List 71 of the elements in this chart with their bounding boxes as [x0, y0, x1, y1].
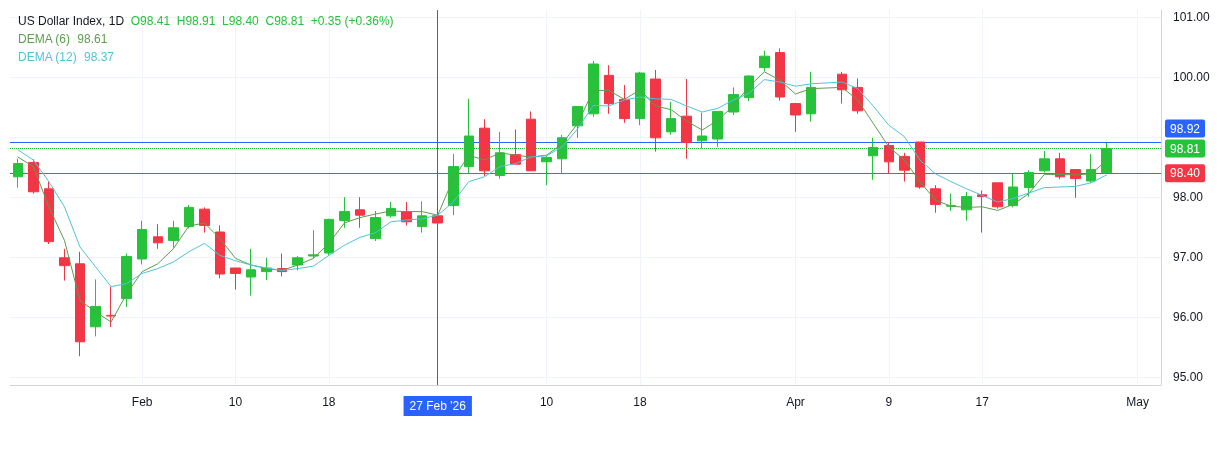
annotation: O98.41: [130, 14, 171, 28]
candlestick: [790, 103, 801, 133]
y-tick-label: 96.00: [1173, 310, 1204, 325]
candlestick: [324, 218, 334, 256]
candlestick: [526, 110, 536, 172]
line-series: [17, 79, 1108, 288]
y-tick-label: 98.00: [1173, 190, 1204, 205]
ref-line-label: 98.81: [1170, 141, 1201, 156]
candlestick: [168, 220, 179, 249]
x-tick-label: May: [1126, 395, 1149, 409]
candlestick: [1024, 169, 1034, 198]
candlestick: [681, 78, 692, 160]
x-tick-label: 10: [539, 395, 554, 409]
candlestick: [650, 69, 661, 153]
candlestick: [432, 212, 443, 225]
candlestick: [1039, 150, 1050, 174]
y-tick-label: 95.00: [1173, 370, 1204, 385]
candlestick: [604, 64, 614, 115]
y-tick-label: 97.00: [1173, 250, 1204, 265]
candlestick: [184, 204, 194, 229]
annotation: 98.37: [84, 50, 115, 64]
candlestick: [44, 181, 54, 245]
annotation: L98.40: [222, 14, 260, 28]
x-tick-label: 27 Feb '26: [409, 399, 467, 413]
candlestick: [90, 278, 101, 337]
line-series: [17, 71, 1108, 323]
ref-line-label: 98.92: [1170, 121, 1201, 136]
text: DEMA (12): [18, 50, 77, 64]
x-tick-label: 10: [228, 395, 243, 409]
candlestick: [619, 84, 630, 124]
candlestick: [541, 155, 552, 186]
candlestick: [106, 286, 116, 328]
x-tick-label: Feb: [131, 395, 153, 409]
candlestick: [588, 60, 599, 118]
x-tick-label: 9: [885, 395, 893, 409]
ref-line-label: 98.40: [1170, 166, 1201, 181]
annotation: C98.81: [265, 14, 305, 28]
x-tick-label: Apr: [786, 395, 805, 409]
candlestick: [961, 191, 972, 222]
candlestick: [666, 101, 676, 136]
annotation: +0.35 (+0.36%): [310, 14, 394, 28]
candlestick: [308, 229, 319, 259]
candlestick: [13, 158, 23, 189]
candlestick: [992, 182, 1003, 210]
candlestick: [775, 47, 785, 102]
annotation: H98.91: [176, 14, 216, 28]
annotation: 98.61: [77, 32, 108, 46]
chart-title: US Dollar Index, 1D: [18, 14, 125, 28]
candlestick: [635, 71, 645, 126]
candlestick: [355, 196, 365, 229]
y-tick-label: 100.00: [1173, 70, 1211, 85]
candlestick: [977, 190, 987, 234]
candlestick: [199, 206, 210, 234]
candlestick: [215, 224, 225, 279]
candlestick: [137, 220, 147, 265]
x-tick-label: 18: [322, 395, 336, 409]
y-tick-label: 101.00: [1173, 10, 1211, 25]
candlestick: [339, 196, 350, 229]
candlestick: [230, 267, 241, 291]
candlestick: [75, 251, 85, 357]
candlestick: [759, 50, 770, 72]
x-tick-label: 17: [975, 395, 990, 409]
candlestick: [806, 71, 816, 123]
candlestick: [59, 248, 70, 282]
text: DEMA (6): [18, 32, 71, 46]
candlestick: [370, 210, 381, 242]
candlestick: [121, 253, 132, 308]
candlestick: [246, 248, 256, 297]
x-tick-label: 18: [633, 395, 647, 409]
candlestick: [712, 110, 723, 148]
candlestick: [153, 223, 163, 250]
